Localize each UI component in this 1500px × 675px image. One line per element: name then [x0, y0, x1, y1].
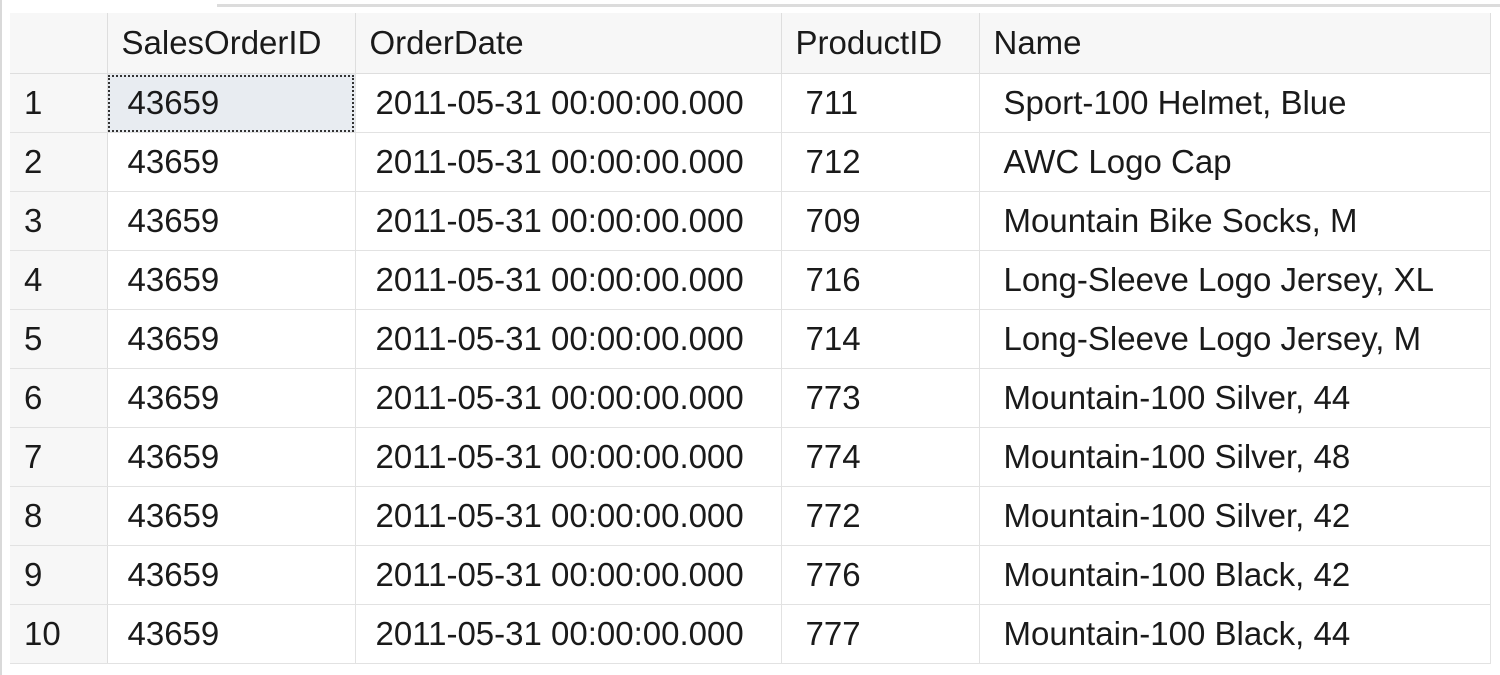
cell-orderdate[interactable]: 2011-05-31 00:00:00.000: [355, 250, 782, 310]
table-row: 6 43659 2011-05-31 00:00:00.000 773 Moun…: [10, 368, 1491, 428]
cell-salesorderid[interactable]: 43659: [107, 309, 356, 369]
cell-salesorderid[interactable]: 43659: [107, 368, 356, 428]
cell-orderdate[interactable]: 2011-05-31 00:00:00.000: [355, 191, 782, 251]
row-number[interactable]: 2: [10, 132, 108, 192]
header-row: SalesOrderID OrderDate ProductID Name: [10, 13, 1491, 74]
table-row: 1 43659 2011-05-31 00:00:00.000 711 Spor…: [10, 73, 1491, 133]
cell-orderdate[interactable]: 2011-05-31 00:00:00.000: [355, 427, 782, 487]
cell-orderdate[interactable]: 2011-05-31 00:00:00.000: [355, 132, 782, 192]
cell-name[interactable]: Long-Sleeve Logo Jersey, M: [979, 309, 1491, 369]
cell-name[interactable]: Mountain-100 Black, 42: [979, 545, 1491, 605]
cell-name[interactable]: Long-Sleeve Logo Jersey, XL: [979, 250, 1491, 310]
cell-salesorderid[interactable]: 43659: [107, 132, 356, 192]
cell-name[interactable]: Mountain Bike Socks, M: [979, 191, 1491, 251]
row-number[interactable]: 10: [10, 604, 108, 664]
cell-productid[interactable]: 712: [781, 132, 980, 192]
cell-productid[interactable]: 774: [781, 427, 980, 487]
cell-orderdate[interactable]: 2011-05-31 00:00:00.000: [355, 545, 782, 605]
cell-orderdate[interactable]: 2011-05-31 00:00:00.000: [355, 309, 782, 369]
cell-productid[interactable]: 711: [781, 73, 980, 133]
row-number[interactable]: 4: [10, 250, 108, 310]
cell-salesorderid[interactable]: 43659: [107, 604, 356, 664]
table-row: 9 43659 2011-05-31 00:00:00.000 776 Moun…: [10, 545, 1491, 605]
panel-top-edge: [217, 4, 1500, 7]
table-row: 4 43659 2011-05-31 00:00:00.000 716 Long…: [10, 250, 1491, 310]
cell-salesorderid-selected[interactable]: 43659: [107, 73, 356, 133]
row-number[interactable]: 6: [10, 368, 108, 428]
table-row: 3 43659 2011-05-31 00:00:00.000 709 Moun…: [10, 191, 1491, 251]
cell-orderdate[interactable]: 2011-05-31 00:00:00.000: [355, 73, 782, 133]
cell-salesorderid[interactable]: 43659: [107, 486, 356, 546]
row-number[interactable]: 3: [10, 191, 108, 251]
table-row: 10 43659 2011-05-31 00:00:00.000 777 Mou…: [10, 604, 1491, 664]
column-header-name[interactable]: Name: [979, 13, 1491, 74]
cell-orderdate[interactable]: 2011-05-31 00:00:00.000: [355, 604, 782, 664]
select-all-corner[interactable]: [10, 13, 108, 74]
cell-salesorderid[interactable]: 43659: [107, 250, 356, 310]
table-row: 5 43659 2011-05-31 00:00:00.000 714 Long…: [10, 309, 1491, 369]
cell-salesorderid[interactable]: 43659: [107, 191, 356, 251]
cell-name[interactable]: Sport-100 Helmet, Blue: [979, 73, 1491, 133]
grid-body: 1 43659 2011-05-31 00:00:00.000 711 Spor…: [10, 73, 1491, 664]
table-row: 8 43659 2011-05-31 00:00:00.000 772 Moun…: [10, 486, 1491, 546]
cell-productid[interactable]: 772: [781, 486, 980, 546]
row-number[interactable]: 1: [10, 73, 108, 133]
column-header-salesorderid[interactable]: SalesOrderID: [107, 13, 356, 74]
row-number[interactable]: 5: [10, 309, 108, 369]
cell-salesorderid[interactable]: 43659: [107, 545, 356, 605]
cell-productid[interactable]: 716: [781, 250, 980, 310]
results-grid: SalesOrderID OrderDate ProductID Name 1 …: [10, 13, 1491, 664]
cell-productid[interactable]: 714: [781, 309, 980, 369]
table-row: 7 43659 2011-05-31 00:00:00.000 774 Moun…: [10, 427, 1491, 487]
cell-productid[interactable]: 777: [781, 604, 980, 664]
cell-productid[interactable]: 776: [781, 545, 980, 605]
row-number[interactable]: 7: [10, 427, 108, 487]
cell-productid[interactable]: 773: [781, 368, 980, 428]
table-row: 2 43659 2011-05-31 00:00:00.000 712 AWC …: [10, 132, 1491, 192]
row-number[interactable]: 9: [10, 545, 108, 605]
row-number[interactable]: 8: [10, 486, 108, 546]
cell-name[interactable]: Mountain-100 Silver, 48: [979, 427, 1491, 487]
cell-orderdate[interactable]: 2011-05-31 00:00:00.000: [355, 486, 782, 546]
column-header-productid[interactable]: ProductID: [781, 13, 980, 74]
cell-name[interactable]: Mountain-100 Silver, 42: [979, 486, 1491, 546]
cell-productid[interactable]: 709: [781, 191, 980, 251]
cell-name[interactable]: AWC Logo Cap: [979, 132, 1491, 192]
cell-orderdate[interactable]: 2011-05-31 00:00:00.000: [355, 368, 782, 428]
cell-name[interactable]: Mountain-100 Silver, 44: [979, 368, 1491, 428]
cell-salesorderid[interactable]: 43659: [107, 427, 356, 487]
cell-name[interactable]: Mountain-100 Black, 44: [979, 604, 1491, 664]
column-header-orderdate[interactable]: OrderDate: [355, 13, 782, 74]
